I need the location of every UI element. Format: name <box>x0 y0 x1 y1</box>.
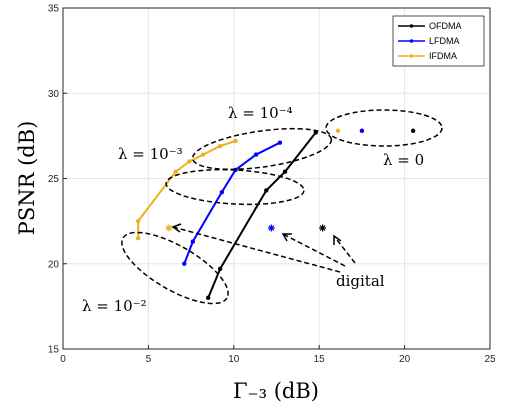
arrow-head-2 <box>281 233 292 242</box>
legend-label-lfdma: LFDMA <box>429 36 460 46</box>
data-point-ifdma <box>187 159 192 164</box>
data-point-ofdma <box>282 169 288 174</box>
data-point-ofdma <box>264 188 269 193</box>
legend: OFDMA LFDMA IFDMA <box>392 15 485 67</box>
annotation-lambda-1e2: λ = 10⁻² <box>82 297 147 315</box>
axis-ticks: 0 5 10 15 20 25 15 20 25 30 35 <box>48 4 496 366</box>
data-point-lfdma <box>253 152 259 157</box>
annotation-shapes <box>121 109 443 305</box>
legend-label-ofdma: OFDMA <box>429 21 462 31</box>
digital-point-ifdma <box>165 224 173 232</box>
series-line-ofdma <box>207 131 317 299</box>
lambda-0-ellipse <box>325 109 443 147</box>
data-point-ifdma <box>135 235 141 241</box>
digital-arrow-2 <box>282 233 346 267</box>
arrow-head-1 <box>171 223 182 233</box>
data-point-ifdma <box>233 138 238 144</box>
data-point-ofdma <box>217 266 223 272</box>
lambda-1e4-ellipse <box>191 127 333 171</box>
x-tick-label: 10 <box>228 354 240 365</box>
digital-point-ofdma <box>319 224 327 232</box>
x-axis-title: Γ₋₃ (dB) <box>233 379 319 403</box>
lambda-1e3-ellipse <box>165 168 305 206</box>
x-tick-label: 20 <box>399 354 411 365</box>
data-point-lfdma <box>190 239 196 244</box>
x-tick-label: 25 <box>484 354 496 365</box>
legend-marker-lfdma <box>409 39 414 43</box>
annotation-lambda-0: λ = 0 <box>383 151 424 169</box>
digital-arrow-1 <box>172 226 341 273</box>
analog-point-ifdma <box>335 128 341 133</box>
x-tick-label: 5 <box>146 354 152 365</box>
x-tick-label: 0 <box>60 354 66 365</box>
data-point-ifdma <box>200 152 206 157</box>
legend-marker-ifdma <box>409 54 414 58</box>
x-tick-label: 15 <box>314 354 326 365</box>
annotation-lambda-1e3: λ = 10⁻³ <box>118 145 183 163</box>
arrow-heads <box>171 223 342 245</box>
legend-label-ifdma: IFDMA <box>429 51 457 61</box>
digital-point-lfdma <box>267 224 275 232</box>
annotation-digital: digital <box>336 272 385 290</box>
marker-layer <box>135 128 416 301</box>
series-line-lfdma <box>183 141 281 265</box>
analog-point-ofdma <box>410 128 416 133</box>
lambda-1e2-ellipse <box>121 231 229 305</box>
data-point-ifdma <box>217 143 223 149</box>
y-tick-label: 30 <box>48 89 60 100</box>
analog-point-lfdma <box>359 128 365 133</box>
data-point-lfdma <box>219 189 225 195</box>
annotation-lambda-1e4: λ = 10⁻⁴ <box>228 104 293 122</box>
y-tick-label: 25 <box>48 174 60 185</box>
y-tick-label: 15 <box>48 345 60 356</box>
data-point-ifdma <box>173 169 178 174</box>
legend-marker-ofdma <box>409 24 414 28</box>
arrow-head-3 <box>333 234 342 245</box>
data-point-ifdma <box>135 218 141 224</box>
digital-arrow-3 <box>333 235 356 264</box>
y-axis-title: PSNR (dB) <box>15 121 39 236</box>
data-point-ofdma <box>205 295 211 301</box>
data-point-lfdma <box>182 261 187 266</box>
y-tick-label: 35 <box>48 4 60 15</box>
y-tick-label: 20 <box>48 259 60 270</box>
data-point-lfdma <box>277 140 283 145</box>
